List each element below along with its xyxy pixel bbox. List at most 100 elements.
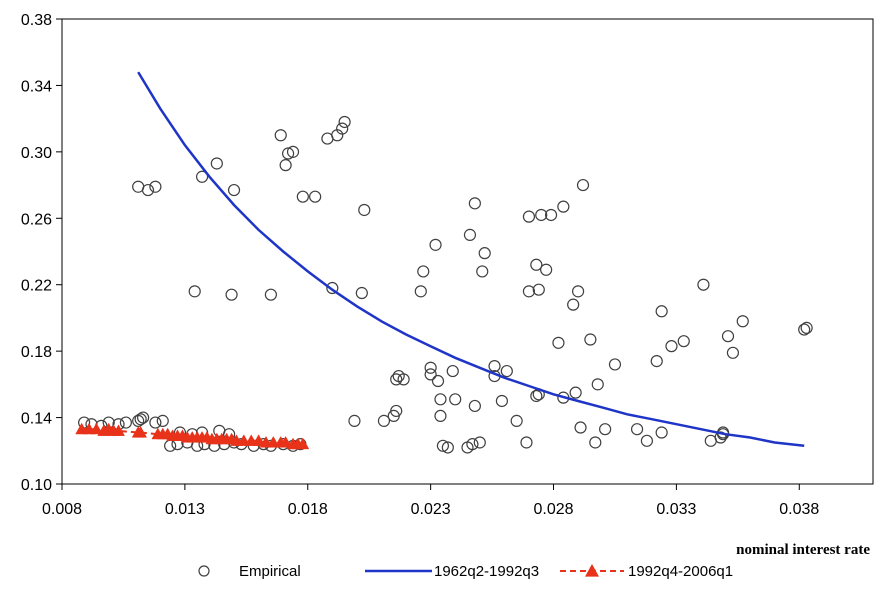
empirical-point <box>355 286 368 300</box>
empirical-point <box>522 210 536 223</box>
empirical-point <box>584 333 597 346</box>
empirical-point <box>476 265 489 278</box>
legend-1992-label: 1992q4-2006q1 <box>628 563 733 580</box>
empirical-point <box>665 340 678 353</box>
x-tick-label: 0.038 <box>779 501 819 518</box>
legend-empirical-label: Empirical <box>239 563 301 580</box>
empirical-point <box>463 228 477 241</box>
empirical-point <box>589 436 602 449</box>
empirical-point <box>449 393 462 406</box>
empirical-point <box>134 413 147 426</box>
x-tick-label: 0.013 <box>165 501 205 518</box>
empirical-point <box>119 416 132 429</box>
empirical-point <box>336 122 349 135</box>
empirical-point <box>530 258 543 271</box>
y-tick-label: 0.26 <box>21 211 52 228</box>
empirical-point <box>309 190 322 203</box>
empirical-point <box>390 373 403 386</box>
empirical-point <box>446 364 459 378</box>
empirical-point <box>156 414 169 427</box>
empirical-point <box>210 157 223 170</box>
empirical-point <box>338 115 351 129</box>
empirical-point <box>571 285 585 298</box>
triangle-point <box>252 434 266 446</box>
empirical-point <box>390 404 403 418</box>
empirical-point <box>286 145 300 158</box>
empirical-point <box>535 208 548 222</box>
empirical-point <box>655 426 668 439</box>
empirical-point <box>522 285 536 298</box>
empirical-point <box>557 200 570 213</box>
empirical-point <box>348 414 361 427</box>
series-1992q4-2006q1 <box>75 422 310 450</box>
empirical-point <box>434 393 447 406</box>
empirical-point <box>149 180 162 193</box>
y-tick-label: 0.34 <box>21 78 52 95</box>
empirical-point <box>800 321 813 334</box>
empirical-point <box>274 129 287 142</box>
empirical-point <box>495 394 509 408</box>
empirical-point <box>630 423 644 436</box>
series-empirical <box>78 115 813 454</box>
empirical-point <box>655 305 668 318</box>
empirical-point <box>434 409 447 423</box>
empirical-point <box>414 285 427 298</box>
y-tick-label: 0.30 <box>21 145 52 162</box>
empirical-point <box>164 439 177 452</box>
fitted-curve-line <box>137 71 805 448</box>
empirical-point <box>188 285 201 298</box>
triangle-point <box>296 437 310 450</box>
empirical-point <box>424 368 437 381</box>
empirical-point <box>468 399 481 413</box>
y-tick-label: 0.14 <box>21 411 52 428</box>
x-tick-label: 0.033 <box>656 501 696 518</box>
empirical-point <box>640 434 654 447</box>
empirical-point <box>677 335 690 348</box>
empirical-point <box>798 323 811 336</box>
empirical-point <box>141 183 155 197</box>
triangle-point <box>279 435 293 448</box>
triangle-point <box>134 426 148 438</box>
empirical-point <box>544 208 558 222</box>
empirical-point <box>227 183 241 197</box>
empirical-point <box>296 190 309 203</box>
empirical-point <box>326 281 339 295</box>
y-tick-label: 0.22 <box>21 278 52 295</box>
empirical-point <box>650 355 663 368</box>
empirical-point <box>488 359 501 373</box>
empirical-point <box>552 336 565 349</box>
empirical-point <box>500 364 513 378</box>
legend-empirical-marker <box>198 565 210 577</box>
empirical-point <box>149 416 162 429</box>
empirical-point <box>195 170 209 183</box>
empirical-point <box>530 389 543 403</box>
series-1962q2-1992q3 <box>137 71 805 448</box>
empirical-point <box>281 147 295 160</box>
triangle-point <box>112 424 125 436</box>
empirical-point <box>466 438 479 451</box>
empirical-point <box>424 361 437 374</box>
plot-frame <box>61 18 874 485</box>
empirical-point <box>429 238 442 251</box>
x-tick-label: 0.023 <box>411 501 451 518</box>
legend: Empirical 1962q2-1992q3 1992q4-2006q1 <box>198 563 733 580</box>
empirical-point <box>510 414 523 427</box>
empirical-point <box>436 439 450 452</box>
empirical-point <box>397 373 410 386</box>
legend-1992-marker <box>585 564 599 577</box>
empirical-point <box>576 178 590 192</box>
y-tick-label: 0.38 <box>21 12 52 29</box>
empirical-point <box>468 197 481 210</box>
empirical-point <box>264 288 277 301</box>
empirical-point <box>473 436 486 449</box>
x-tick-label: 0.028 <box>533 501 573 518</box>
empirical-point <box>569 386 582 399</box>
legend-1962-label: 1962q2-1992q3 <box>434 563 539 580</box>
empirical-point <box>599 423 612 436</box>
x-tick-label: 0.018 <box>288 501 328 518</box>
empirical-point <box>417 265 430 278</box>
empirical-point <box>608 358 622 371</box>
plot-area <box>75 71 813 454</box>
empirical-point <box>279 159 292 172</box>
